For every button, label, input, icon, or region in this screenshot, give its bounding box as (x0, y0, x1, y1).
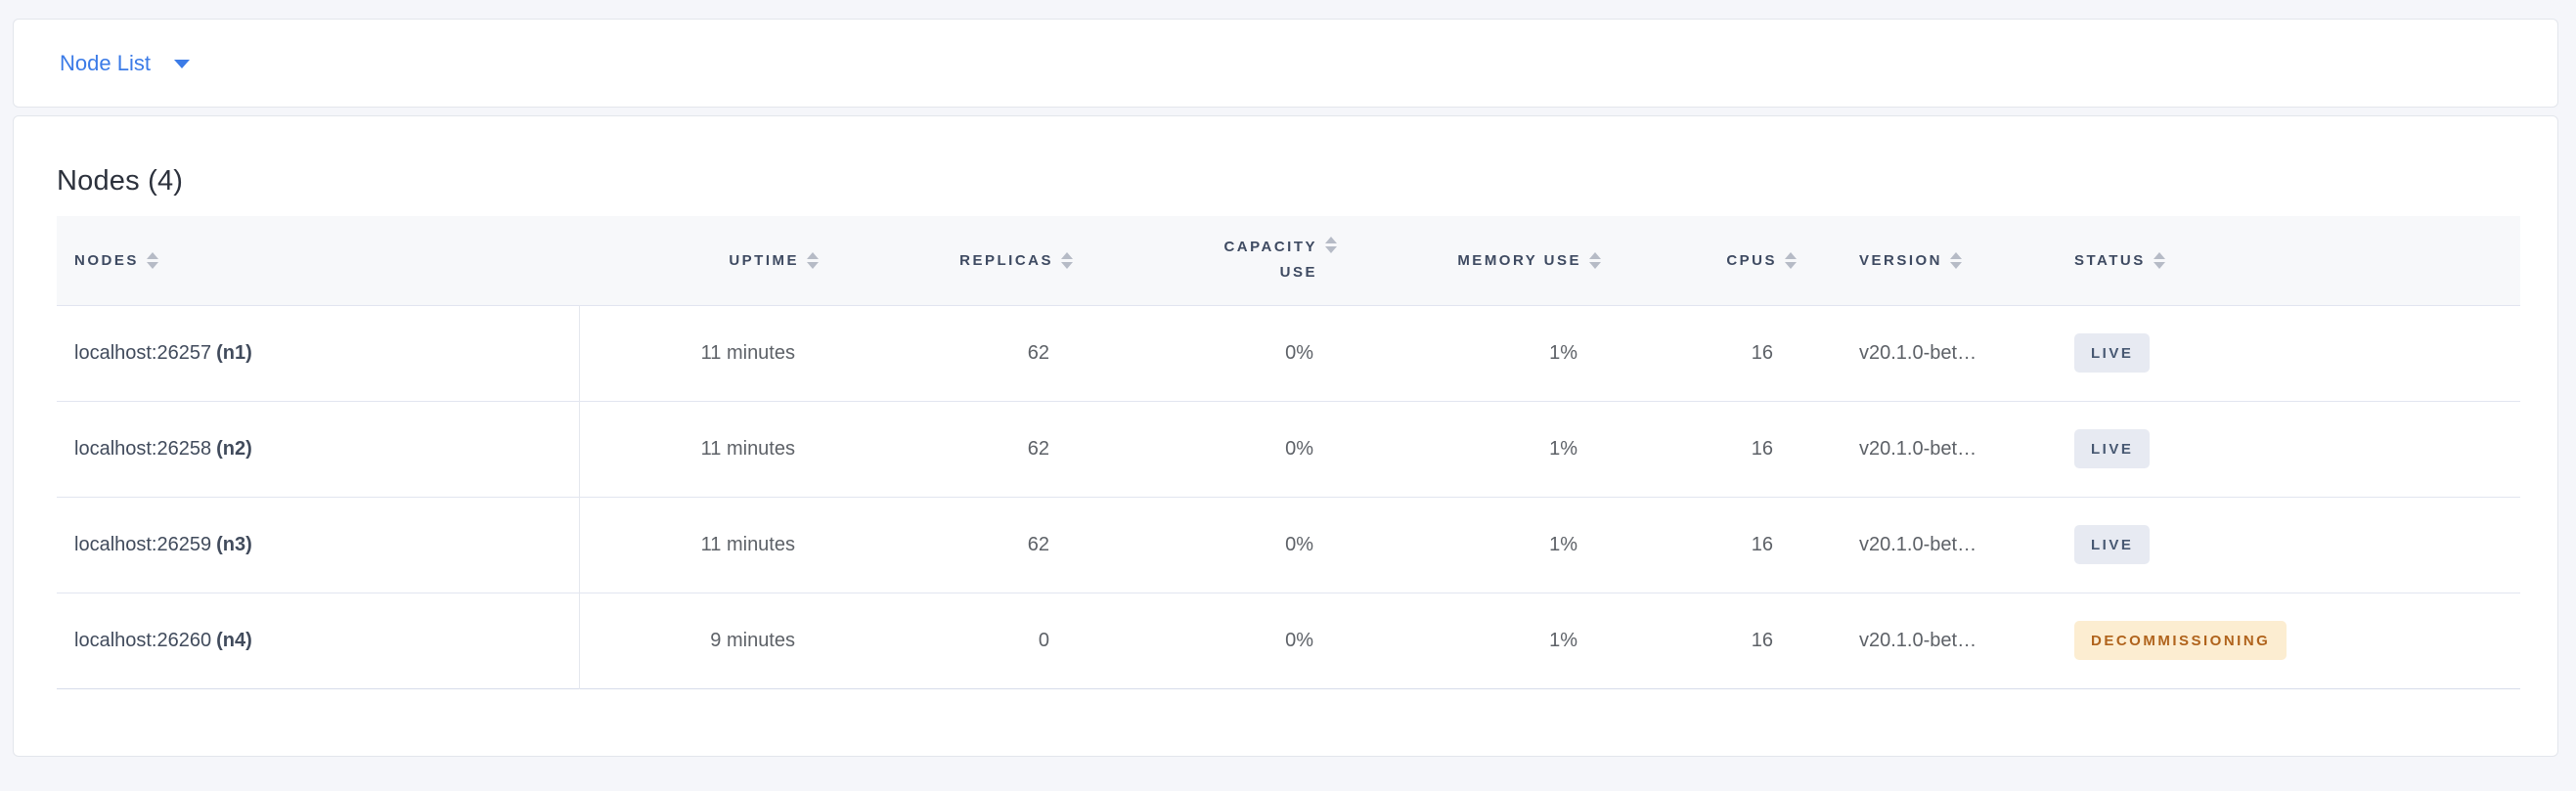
cell-uptime: 9 minutes (710, 629, 795, 651)
column-label: CAPACITY USE (1223, 239, 1317, 282)
cell-replicas: 0 (1038, 629, 1049, 651)
column-label: NODES (74, 251, 139, 269)
sort-icon[interactable] (2153, 251, 2165, 269)
cell-uptime: 11 minutes (700, 341, 795, 364)
node-id: (n4) (216, 629, 252, 651)
chevron-down-icon (173, 60, 190, 68)
status-badge: DECOMMISSIONING (2074, 621, 2287, 660)
cell-version: v20.1.0-bet… (1859, 533, 1977, 555)
status-badge: LIVE (2074, 333, 2151, 373)
sort-icon[interactable] (1785, 251, 1797, 269)
column-label: MEMORY USE (1457, 251, 1581, 269)
cell-cpus: 16 (1751, 533, 1773, 555)
column-header-capacity-use[interactable]: CAPACITY USE (1096, 216, 1360, 305)
cell-memory-use: 1% (1549, 533, 1577, 555)
column-label: REPLICAS (959, 251, 1053, 269)
table-row: localhost:26257 (n1) 11 minutes 62 0% 1% … (57, 305, 2520, 401)
view-switcher-bar: Node List (13, 19, 2558, 108)
cell-replicas: 62 (1027, 533, 1049, 555)
cell-status: LIVE (2045, 401, 2520, 497)
cell-node-address: localhost:26258 (n2) (57, 401, 580, 497)
status-badge: LIVE (2074, 525, 2151, 564)
nodes-table: NODES UPTIME REPLICAS (57, 216, 2520, 689)
sort-icon[interactable] (1061, 251, 1073, 269)
sort-icon[interactable] (146, 251, 158, 269)
cell-replicas: 62 (1027, 341, 1049, 364)
cell-capacity-use: 0% (1285, 341, 1313, 364)
cell-replicas: 62 (1027, 437, 1049, 460)
cell-version: v20.1.0-bet… (1859, 341, 1977, 364)
table-header-row: NODES UPTIME REPLICAS (57, 216, 2520, 305)
cell-status: LIVE (2045, 497, 2520, 593)
cell-capacity-use: 0% (1285, 629, 1313, 651)
cell-version: v20.1.0-bet… (1859, 437, 1977, 460)
view-dropdown[interactable]: Node List (60, 51, 190, 76)
column-header-uptime[interactable]: UPTIME (579, 216, 842, 305)
sort-icon[interactable] (1325, 237, 1337, 254)
table-row: localhost:26259 (n3) 11 minutes 62 0% 1% … (57, 497, 2520, 593)
view-dropdown-label: Node List (60, 50, 151, 75)
cell-cpus: 16 (1751, 629, 1773, 651)
sort-icon[interactable] (1589, 251, 1601, 269)
page-title: Nodes (4) (57, 165, 184, 197)
nodes-card: Nodes (4) NODES UPTIME (13, 115, 2558, 757)
status-badge: LIVE (2074, 429, 2151, 468)
table-row: localhost:26260 (n4) 9 minutes 0 0% 1% 16… (57, 593, 2520, 688)
column-label: CPUS (1726, 251, 1777, 269)
column-header-status[interactable]: STATUS (2045, 216, 2520, 305)
cell-status: DECOMMISSIONING (2045, 593, 2520, 688)
cell-capacity-use: 0% (1285, 437, 1313, 460)
sort-icon[interactable] (807, 251, 819, 269)
cell-node-address: localhost:26257 (n1) (57, 305, 580, 401)
column-header-memory-use[interactable]: MEMORY USE (1360, 216, 1624, 305)
column-header-replicas[interactable]: REPLICAS (842, 216, 1096, 305)
cell-status: LIVE (2045, 305, 2520, 401)
cell-capacity-use: 0% (1285, 533, 1313, 555)
cell-cpus: 16 (1751, 341, 1773, 364)
cell-cpus: 16 (1751, 437, 1773, 460)
node-id: (n2) (216, 437, 252, 460)
cell-node-address: localhost:26260 (n4) (57, 593, 580, 688)
table-row: localhost:26258 (n2) 11 minutes 62 0% 1% … (57, 401, 2520, 497)
sort-icon[interactable] (1950, 251, 1963, 269)
column-label: VERSION (1859, 251, 1943, 269)
cell-uptime: 11 minutes (700, 437, 795, 460)
column-header-version[interactable]: VERSION (1820, 216, 2045, 305)
column-header-cpus[interactable]: CPUS (1624, 216, 1820, 305)
node-id: (n1) (216, 341, 252, 364)
node-id: (n3) (216, 533, 252, 555)
column-label: UPTIME (729, 251, 799, 269)
cell-version: v20.1.0-bet… (1859, 629, 1977, 651)
cell-memory-use: 1% (1549, 437, 1577, 460)
cell-memory-use: 1% (1549, 629, 1577, 651)
column-header-nodes[interactable]: NODES (57, 216, 579, 305)
cell-node-address: localhost:26259 (n3) (57, 497, 580, 593)
cell-memory-use: 1% (1549, 341, 1577, 364)
column-label: STATUS (2074, 251, 2146, 269)
cell-uptime: 11 minutes (700, 533, 795, 555)
